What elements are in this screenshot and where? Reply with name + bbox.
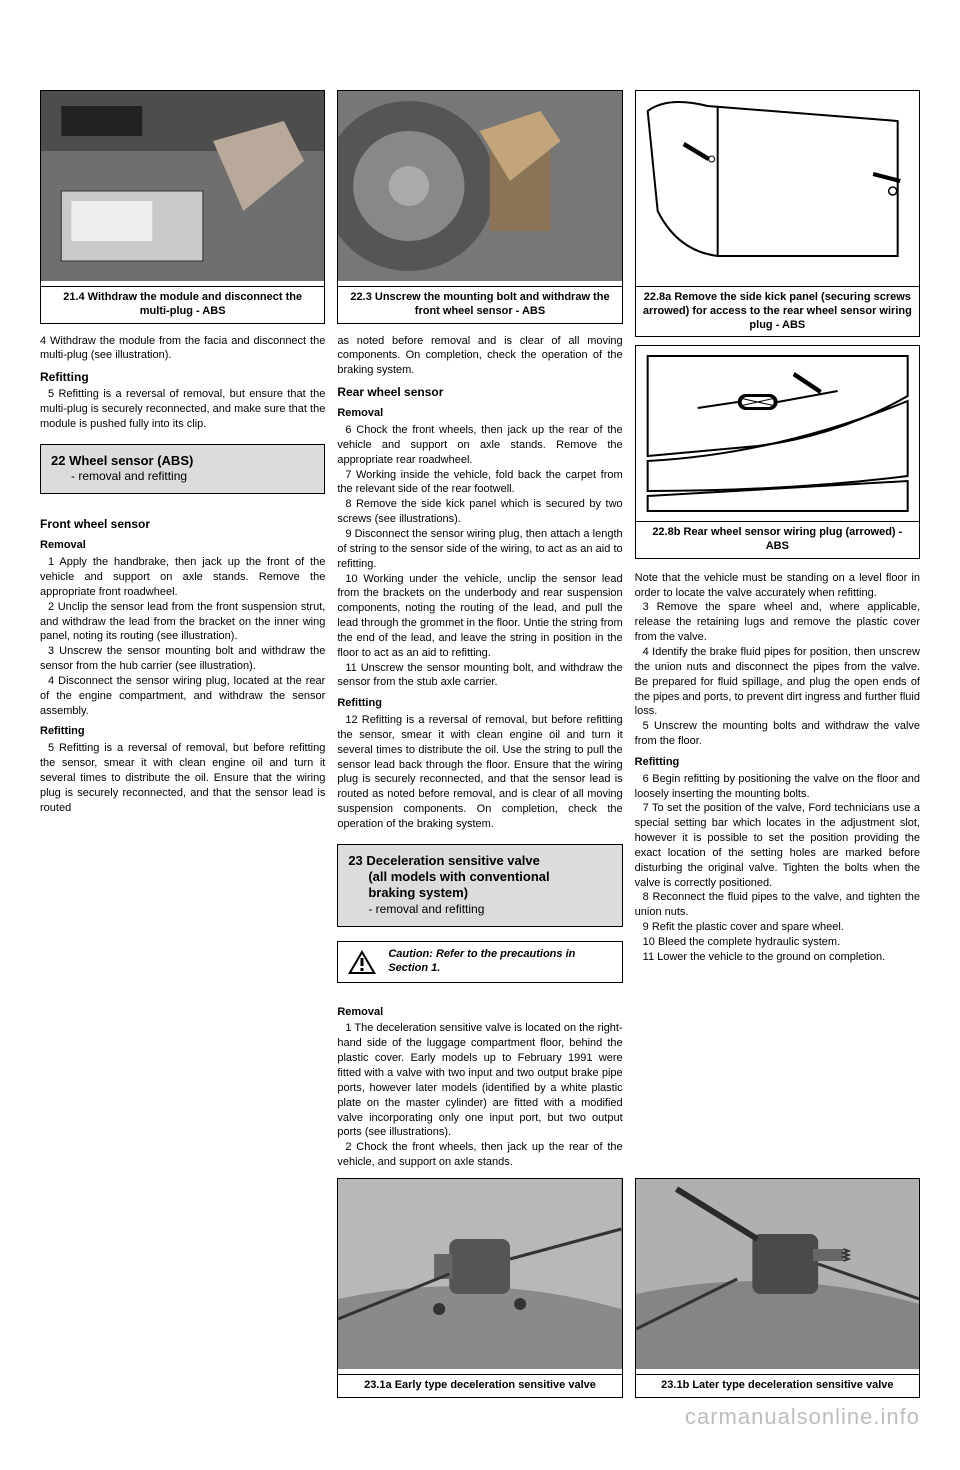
para-23-4: 4 Identify the brake fluid pipes for pos… (635, 645, 920, 719)
figure-21-4-image (41, 91, 324, 281)
figure-22-8a-caption: 22.8a Remove the side kick panel (securi… (636, 286, 919, 336)
para-22-7: 7 Working inside the vehicle, fold back … (337, 468, 622, 498)
para-23-2b: Note that the vehicle must be standing o… (635, 571, 920, 601)
caution-box: Caution: Refer to the precautions in Sec… (337, 941, 622, 983)
section-23-title-1: 23 Deceleration sensitive valve (348, 853, 611, 869)
section-22-title: 22 Wheel sensor (ABS) (51, 453, 314, 469)
watermark-text: carmanualsonline.info (40, 1404, 920, 1430)
figure-23-1a-image (338, 1179, 621, 1369)
para-22-10: 10 Working under the vehicle, unclip the… (337, 572, 622, 661)
col2-text-bottom: Removal 1 The deceleration sensitive val… (337, 999, 622, 1170)
caution-text: Caution: Refer to the precautions in Sec… (388, 948, 613, 976)
para-22-11: 11 Unscrew the sensor mounting bolt, and… (337, 661, 622, 691)
warning-icon (346, 948, 378, 976)
figure-23-1a: 23.1a Early type deceleration sensitive … (337, 1178, 622, 1398)
para-22-12: 12 Refitting is a reversal of removal, b… (337, 713, 622, 832)
section-23-title-3: braking system) (368, 885, 611, 901)
subhead-refitting-3: Refitting (337, 696, 622, 711)
para-22-6: 6 Chock the front wheels, then jack up t… (337, 423, 622, 468)
subhead-rear-wheel: Rear wheel sensor (337, 384, 622, 400)
figure-22-8a: 22.8a Remove the side kick panel (securi… (635, 90, 920, 337)
para-21-4: 4 Withdraw the module from the facia and… (40, 334, 325, 364)
para-23-3: 3 Remove the spare wheel and, where appl… (635, 600, 920, 645)
figure-22-8b: 22.8b Rear wheel sensor wiring plug (arr… (635, 345, 920, 559)
figure-22-8a-image (636, 91, 919, 281)
figure-23-1a-caption: 23.1a Early type deceleration sensitive … (338, 1374, 621, 1397)
figure-23-1b-image (636, 1179, 919, 1369)
para-22-2: 2 Unclip the sensor lead from the front … (40, 600, 325, 645)
para-22-8: 8 Remove the side kick panel which is se… (337, 497, 622, 527)
figure-23-1b: 23.1b Later type deceleration sensitive … (635, 1178, 920, 1398)
para-22-5: 5 Refitting is a reversal of removal, bu… (40, 741, 325, 815)
para-21-5: 5 Refitting is a reversal of removal, bu… (40, 387, 325, 432)
section-22-bar: 22 Wheel sensor (ABS) - removal and refi… (40, 444, 325, 494)
para-23-9: 9 Refit the plastic cover and spare whee… (635, 920, 920, 935)
figure-22-3-caption: 22.3 Unscrew the mounting bolt and withd… (338, 286, 621, 323)
section-23-bar: 23 Deceleration sensitive valve (all mod… (337, 844, 622, 927)
para-23-5: 5 Unscrew the mounting bolts and withdra… (635, 719, 920, 749)
subhead-removal-1: Removal (40, 538, 325, 553)
para-22-1: 1 Apply the handbrake, then jack up the … (40, 555, 325, 600)
section-23-sub: - removal and refitting (368, 902, 611, 916)
para-22-5b: as noted before removal and is clear of … (337, 334, 622, 379)
col1-text-top: 4 Withdraw the module from the facia and… (40, 334, 325, 432)
figure-21-4: 21.4 Withdraw the module and disconnect … (40, 90, 325, 324)
para-22-3: 3 Unscrew the sensor mounting bolt and w… (40, 644, 325, 674)
col3-text: Note that the vehicle must be standing o… (635, 571, 920, 965)
para-23-8: 8 Reconnect the fluid pipes to the valve… (635, 890, 920, 920)
figure-22-8b-caption: 22.8b Rear wheel sensor wiring plug (arr… (636, 521, 919, 558)
para-23-10: 10 Bleed the complete hydraulic system. (635, 935, 920, 950)
para-22-9: 9 Disconnect the sensor wiring plug, the… (337, 527, 622, 572)
figure-21-4-caption: 21.4 Withdraw the module and disconnect … (41, 286, 324, 323)
para-23-1: 1 The deceleration sensitive valve is lo… (337, 1021, 622, 1140)
para-23-2: 2 Chock the front wheels, then jack up t… (337, 1140, 622, 1170)
subhead-refitting-4: Refitting (635, 755, 920, 770)
subhead-removal-3: Removal (337, 1005, 622, 1020)
figure-22-3-image (338, 91, 621, 281)
para-23-6: 6 Begin refitting by positioning the val… (635, 772, 920, 802)
col1-text-bottom: Front wheel sensor Removal 1 Apply the h… (40, 510, 325, 815)
subhead-removal-2: Removal (337, 406, 622, 421)
figure-23-1b-caption: 23.1b Later type deceleration sensitive … (636, 1374, 919, 1397)
subhead-front-wheel: Front wheel sensor (40, 516, 325, 532)
section-22-sub: - removal and refitting (71, 469, 314, 483)
para-22-4: 4 Disconnect the sensor wiring plug, loc… (40, 674, 325, 719)
subhead-refitting-1: Refitting (40, 369, 325, 385)
para-23-11: 11 Lower the vehicle to the ground on co… (635, 950, 920, 965)
figure-22-3: 22.3 Unscrew the mounting bolt and withd… (337, 90, 622, 324)
col2-text-top: as noted before removal and is clear of … (337, 334, 622, 832)
figure-22-8b-image (636, 346, 919, 516)
section-23-title-2: (all models with conventional (368, 869, 611, 885)
para-23-7: 7 To set the position of the valve, Ford… (635, 801, 920, 890)
subhead-refitting-2: Refitting (40, 724, 325, 739)
